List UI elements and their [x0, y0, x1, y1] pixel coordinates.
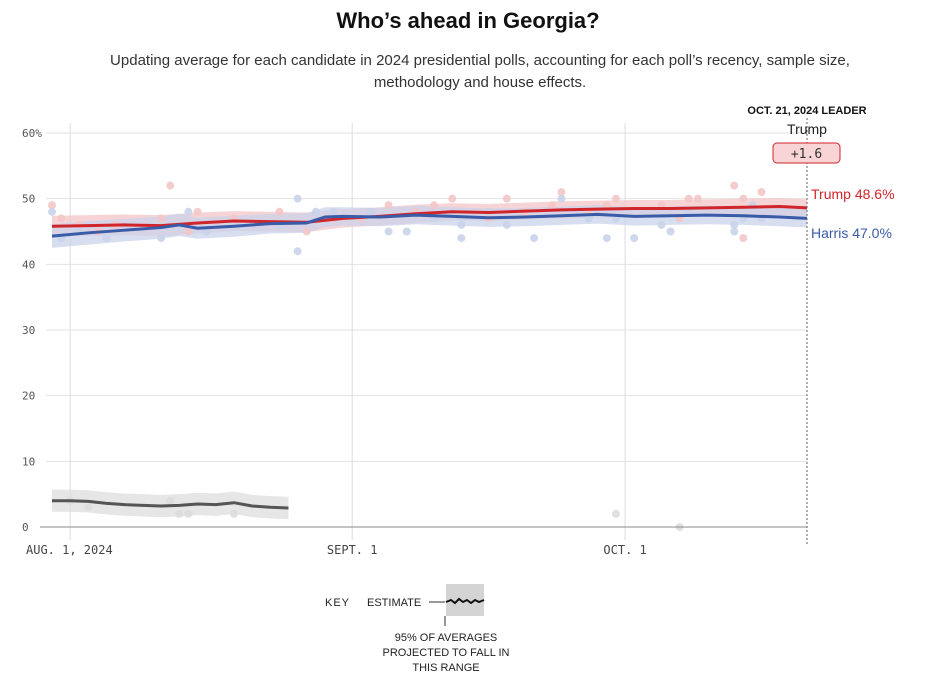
harris-average-line [51, 212, 808, 238]
harris-poll-dot [311, 207, 320, 216]
other-poll-dot [175, 509, 184, 518]
harris-poll-dot [657, 220, 666, 229]
key-range-line-3: THIS RANGE [412, 662, 479, 674]
trump-poll-dot [193, 207, 202, 216]
trump-poll-dot [693, 194, 702, 203]
harris-poll-dot [684, 207, 693, 216]
y-tick-label: 50 [22, 193, 35, 206]
trump-poll-dot [275, 207, 284, 216]
trump-poll-dot [684, 194, 693, 203]
trump-poll-dot [48, 201, 56, 210]
average-lines [51, 205, 808, 510]
y-tick-label: 40 [22, 258, 35, 271]
trump-poll-dot [166, 181, 175, 190]
y-tick-label: 0 [22, 521, 29, 534]
other-poll-dot [611, 509, 620, 518]
trump-poll-dot [730, 181, 739, 190]
harris-poll-dot [184, 207, 193, 216]
other-poll-dot [166, 496, 175, 505]
harris-end-label: Harris 47.0% [811, 225, 892, 241]
harris-poll-dot [366, 207, 375, 216]
y-tick-label: 20 [22, 390, 35, 403]
trump-poll-dot [184, 227, 193, 236]
other-poll-dot [184, 509, 193, 518]
other-poll-dot [84, 503, 93, 512]
harris-poll-dot [630, 234, 639, 243]
trump-poll-dot [430, 201, 439, 210]
harris-poll-dot [602, 234, 611, 243]
key-label: KEY [325, 597, 350, 609]
trump-poll-dot [757, 188, 766, 197]
trump-poll-dot [502, 194, 511, 203]
chart-title: Who’s ahead in Georgia? [336, 8, 600, 33]
harris-poll-dot [584, 214, 593, 223]
harris-poll-dot [329, 207, 338, 216]
trump-poll-dot [739, 234, 748, 243]
harris-poll-dot [293, 247, 302, 256]
key-range-line-1: 95% OF AVERAGES [395, 632, 498, 644]
confidence-bands [52, 198, 807, 520]
chart-key: KEY ESTIMATE 95% OF AVERAGES PROJECTED T… [325, 584, 510, 674]
harris-poll-dot [202, 227, 211, 236]
trump-poll-dot [157, 214, 166, 223]
harris-poll-dot [730, 220, 739, 229]
x-tick-label: OCT. 1 [603, 543, 646, 557]
y-tick-label: 10 [22, 455, 35, 468]
harris-poll-dot [457, 220, 466, 229]
harris-poll-dot [384, 227, 393, 236]
trump-poll-dot [384, 201, 393, 210]
harris-poll-dot [557, 194, 566, 203]
axes: 60% 50 40 30 20 10 0 AUG. 1, 2024 SEPT. 1 OCT. 1 [22, 118, 808, 557]
harris-poll-dot [457, 234, 466, 243]
harris-poll-dot [502, 220, 511, 229]
trump-poll-dot [602, 201, 611, 210]
harris-poll-dot [402, 227, 411, 236]
harris-poll-dot [157, 234, 166, 243]
harris-poll-dot [666, 227, 675, 236]
other-poll-dot [229, 509, 238, 518]
leader-margin-badge [772, 142, 841, 164]
harris-poll-dot [293, 194, 302, 203]
grid [46, 123, 807, 540]
key-range-line-2: PROJECTED TO FALL IN [383, 647, 510, 659]
x-tick-label: AUG. 1, 2024 [26, 543, 113, 557]
harris-poll-dot [48, 207, 56, 216]
trump-poll-dot [611, 194, 620, 203]
leader-name: Trump [787, 121, 827, 137]
y-tick-label: 30 [22, 324, 35, 337]
trump-poll-dot [557, 188, 566, 197]
other-average-line [52, 499, 289, 510]
harris-poll-dot [530, 234, 539, 243]
leader-header: OCT. 21, 2024 LEADER [747, 105, 866, 117]
x-tick-label: SEPT. 1 [327, 543, 378, 557]
trump-poll-dot [739, 194, 748, 203]
key-estimate-label: ESTIMATE [367, 597, 421, 609]
leader-margin: +1.6 [791, 147, 822, 162]
trump-poll-dot [57, 214, 66, 223]
trump-poll-dot [548, 201, 557, 210]
trump-poll-dot [448, 194, 457, 203]
key-estimate-line [445, 597, 485, 605]
trump-poll-dot [302, 227, 311, 236]
chart-subtitle: Updating average for each candidate in 2… [110, 52, 850, 91]
trump-end-label: Trump 48.6% [811, 186, 895, 202]
harris-poll-dot [102, 234, 111, 243]
y-tick-label: 60% [22, 127, 42, 140]
harris-poll-dot [730, 227, 739, 236]
